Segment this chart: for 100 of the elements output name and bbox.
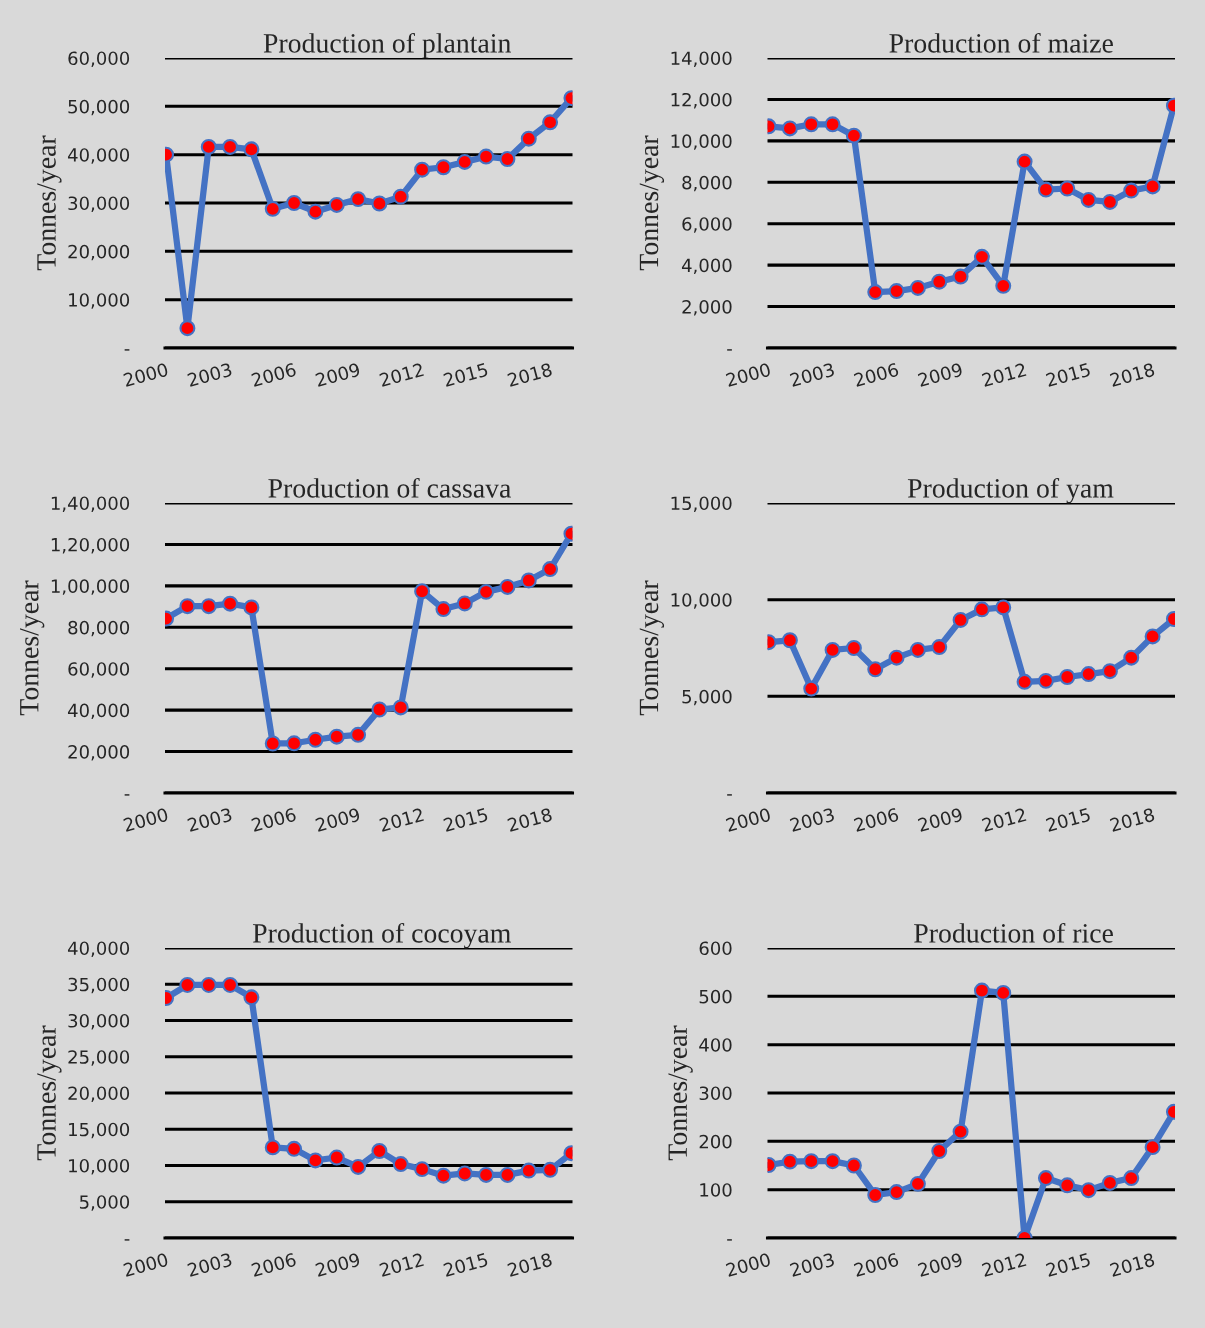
point [264, 735, 281, 752]
x-tick-label: 2012 [981, 1252, 1027, 1277]
point [1123, 649, 1140, 666]
x-tick-label: 2012 [379, 1252, 424, 1277]
y-tick-label: - [124, 794, 130, 796]
x-tick-label: 2003 [187, 1252, 233, 1277]
point [824, 641, 841, 658]
y-tick-label: 5,000 [79, 1195, 130, 1211]
point [307, 731, 324, 748]
y-tick-label: 50,000 [68, 99, 130, 116]
chart-title: Production of maize [889, 32, 1113, 53]
point [542, 1161, 559, 1178]
y-tick-label: 60,000 [68, 662, 130, 678]
y-tick-label: 20,000 [68, 745, 130, 761]
point [520, 1162, 537, 1179]
point [845, 640, 862, 656]
point [499, 1166, 516, 1183]
point [952, 1123, 969, 1140]
point [781, 632, 798, 649]
x-tick-label: 2015 [1045, 807, 1091, 832]
point [1059, 1177, 1076, 1194]
point [243, 599, 260, 616]
point [952, 268, 969, 285]
point [371, 195, 388, 212]
point [973, 248, 990, 265]
y-tick-label: 100 [700, 1183, 732, 1197]
y-tick-label: 4,000 [681, 258, 732, 275]
point [931, 639, 948, 656]
y-tick-label: 600 [699, 941, 732, 956]
y-tick-label: 40,000 [67, 941, 130, 957]
point [1144, 178, 1161, 195]
point [435, 159, 452, 176]
point [499, 578, 516, 595]
y-tick-label: 15,000 [69, 1122, 130, 1139]
x-tick-label: 2018 [507, 807, 553, 832]
y-tick-label: 25,000 [68, 1050, 130, 1066]
point [456, 595, 473, 612]
point [222, 976, 239, 993]
x-tick-label: 2009 [917, 807, 963, 832]
point [1037, 1170, 1054, 1187]
point [414, 161, 431, 178]
chart-title: Production of cassava [268, 477, 511, 498]
x-tick-label: 2009 [917, 362, 963, 387]
point [179, 598, 196, 615]
x-tick-label: 2003 [789, 807, 835, 832]
y-axis-title: Tonnes/year [639, 580, 665, 716]
point [392, 699, 409, 716]
x-tick-label: 2003 [789, 362, 835, 387]
y-tick-label: 12,000 [671, 92, 732, 109]
y-tick-label: 6,000 [682, 217, 732, 233]
point [888, 283, 905, 300]
x-tick-label: 2006 [853, 807, 900, 832]
point [867, 1187, 884, 1203]
y-tick-label: 8,000 [682, 175, 732, 192]
point [931, 273, 948, 290]
y-tick-label: 15,000 [671, 496, 732, 512]
y-tick-label: 30,000 [68, 196, 130, 212]
point [1101, 193, 1118, 210]
x-tick-label: 2000 [123, 1252, 169, 1277]
x-tick-label: 2009 [315, 1252, 361, 1277]
x-tick-label: 2018 [1109, 1252, 1156, 1277]
point [824, 1153, 841, 1170]
point [1101, 663, 1118, 680]
y-tick-label: 500 [699, 989, 732, 1004]
x-tick-label: 2018 [507, 362, 553, 387]
x-tick-label: 2012 [981, 807, 1027, 832]
point [456, 153, 473, 170]
point [435, 601, 452, 618]
x-tick-label: 2015 [443, 807, 489, 832]
x-tick-label: 2000 [725, 1252, 772, 1277]
x-tick-label: 2003 [187, 807, 233, 832]
point [909, 279, 926, 296]
x-tick-label: 2015 [443, 1252, 489, 1277]
x-tick-label: 2015 [1045, 362, 1091, 387]
point [200, 138, 217, 155]
point [478, 583, 495, 600]
point [931, 1143, 948, 1159]
x-tick-label: 2000 [123, 807, 169, 832]
y-tick-label: 30,000 [68, 1013, 130, 1030]
point [803, 680, 820, 697]
point [328, 1149, 345, 1166]
x-tick-label: 2009 [315, 807, 361, 832]
y-tick-label: 2,000 [682, 300, 732, 316]
point [286, 195, 303, 211]
point [286, 1140, 303, 1157]
y-axis-title: Tonnes/year [37, 1025, 62, 1161]
x-tick-label: 2006 [853, 362, 900, 387]
point [478, 1166, 495, 1183]
y-tick-label: 300 [699, 1086, 732, 1101]
point [350, 726, 367, 743]
point [888, 649, 905, 666]
point [1037, 181, 1054, 198]
y-tick-label: 10,000 [69, 293, 130, 309]
point [307, 203, 324, 220]
point [973, 601, 990, 618]
x-tick-label: 2012 [981, 362, 1027, 387]
point [222, 138, 239, 155]
x-tick-label: 2006 [853, 1252, 900, 1277]
x-tick-label: 2012 [379, 362, 424, 387]
y-tick-label: 1,00,000 [51, 579, 130, 595]
